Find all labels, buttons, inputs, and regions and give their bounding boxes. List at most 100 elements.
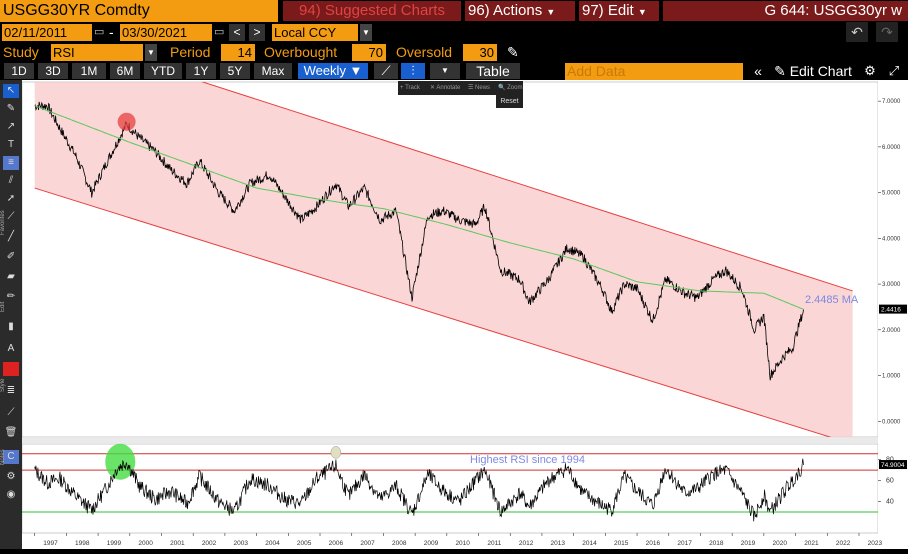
- chevron-down-icon: ▼: [546, 7, 556, 17]
- oversold-label: Oversold: [396, 44, 453, 60]
- date-bar: 02/11/2011 ▭ - 03/30/2021 ▭ < > Local CC…: [0, 22, 908, 42]
- arrow-icon[interactable]: ➚: [6, 193, 16, 204]
- moving-average-line: [34, 105, 804, 310]
- style-section-label: Style: [0, 378, 6, 392]
- overbought-input[interactable]: 70: [352, 44, 386, 61]
- year-tick-label: 1998: [75, 540, 90, 547]
- range-ytd-button[interactable]: YTD: [144, 63, 182, 79]
- chart-area[interactable]: 7.0000 6.0000 5.0000 4.0000 3.0000 2.0000 1.00…: [0, 80, 908, 549]
- font-icon[interactable]: A: [7, 343, 15, 354]
- range-5y-button[interactable]: 5Y: [220, 63, 250, 79]
- text-icon[interactable]: T: [7, 139, 15, 150]
- price-tick-label: 5.0000: [882, 191, 901, 197]
- currency-select[interactable]: Local CCY: [272, 24, 358, 41]
- color-icon[interactable]: [3, 362, 19, 376]
- range-3d-button[interactable]: 3D: [38, 63, 68, 79]
- collapse-icon[interactable]: «: [748, 63, 768, 79]
- settings-icon[interactable]: ⚙: [860, 63, 880, 79]
- range-1m-button[interactable]: 1M: [72, 63, 106, 79]
- study-label: Study: [3, 44, 39, 60]
- delete-icon[interactable]: 🗑: [4, 427, 18, 438]
- cursor-icon[interactable]: ↖: [3, 84, 19, 98]
- chevron-down-icon[interactable]: ▼: [145, 44, 157, 61]
- chevron-down-icon: ▼: [637, 7, 647, 17]
- study-bar: Study RSI ▼ Period 14 Overbought 70 Over…: [0, 42, 908, 62]
- drawing-toolbar: ↖ ✎ ↗ T ≡ ⫽ ➚ ⟋ ╱ ✐ ▰ ✏ ▮ A ≣ ⟋ 🗑 C ⚙ ◉ …: [0, 80, 22, 549]
- frequency-select[interactable]: Weekly ▼: [298, 63, 368, 79]
- rsi-small-circle: [330, 446, 342, 459]
- price-line: [34, 101, 804, 381]
- year-tick-label: 2015: [614, 540, 629, 547]
- edit-section-label: Edit: [0, 301, 6, 312]
- redo-icon[interactable]: ↷: [876, 22, 898, 42]
- actions-label: 96) Actions: [468, 2, 543, 19]
- calendar-icon[interactable]: ▭: [214, 26, 225, 38]
- edit-chart-label: Edit Chart: [789, 63, 852, 79]
- last-rsi-tag: [879, 460, 907, 470]
- edit-menu[interactable]: 97) Edit ▼: [579, 1, 659, 21]
- table-button[interactable]: Table: [466, 63, 520, 79]
- actions-menu[interactable]: 96) Actions ▼: [465, 1, 575, 21]
- channel-icon[interactable]: ⫽: [8, 175, 14, 186]
- y-axis-bg: [878, 80, 908, 549]
- range-1y-button[interactable]: 1Y: [186, 63, 216, 79]
- suggested-charts-button[interactable]: 94) Suggested Charts: [283, 1, 461, 21]
- zoom-tool[interactable]: 🔍 Zoom: [498, 85, 523, 91]
- rsi-tick-label: 60: [886, 478, 894, 485]
- year-tick-label: 2006: [329, 540, 344, 547]
- edit-chart-button[interactable]: ✎ Edit Chart: [770, 63, 856, 79]
- rsi-tick-label: 40: [886, 499, 894, 506]
- start-date-input[interactable]: 02/11/2011: [2, 24, 92, 41]
- chevron-down-icon[interactable]: ▼: [430, 63, 460, 79]
- pencil-icon[interactable]: ✎: [507, 44, 519, 60]
- next-period-button[interactable]: >: [249, 24, 265, 41]
- brush-icon[interactable]: ✏: [6, 291, 16, 302]
- chevron-down-icon[interactable]: ▼: [360, 24, 372, 41]
- wrench-icon: ✎: [774, 63, 786, 79]
- range-max-button[interactable]: Max: [254, 63, 292, 79]
- undo-icon[interactable]: ↶: [846, 22, 868, 42]
- draw-icon[interactable]: ✐: [6, 251, 16, 262]
- range-6m-button[interactable]: 6M: [110, 63, 140, 79]
- news-tool[interactable]: ☰ News: [468, 85, 491, 91]
- prev-period-button[interactable]: <: [229, 24, 245, 41]
- expand-icon[interactable]: ⤢: [884, 63, 904, 79]
- pencil-icon[interactable]: ✎: [6, 103, 16, 114]
- year-tick-label: 2003: [234, 540, 249, 547]
- ticker-field[interactable]: USGG30YR Comdty: [0, 0, 278, 22]
- add-data-input[interactable]: Add Data: [565, 63, 743, 80]
- year-tick-label: 2011: [487, 540, 501, 547]
- bar-chart-icon[interactable]: ⫶: [401, 63, 425, 79]
- annotate-tool[interactable]: ✕ Annotate: [430, 85, 461, 91]
- line-chart-icon[interactable]: ⟋: [374, 63, 398, 79]
- price-tick-label: 0.0000: [882, 419, 901, 425]
- year-tick-label: 2014: [582, 540, 597, 547]
- fib-icon[interactable]: ≡: [3, 156, 19, 170]
- year-tick-label: 1999: [107, 540, 122, 547]
- range-1d-button[interactable]: 1D: [4, 63, 34, 79]
- reset-button[interactable]: Reset: [496, 95, 523, 108]
- line-icon[interactable]: ╱: [7, 231, 15, 242]
- marker-icon[interactable]: ▰: [7, 271, 15, 282]
- thickness-icon[interactable]: ≣: [6, 385, 16, 396]
- year-tick-label: 2016: [646, 540, 661, 547]
- notes-icon[interactable]: C: [3, 450, 19, 464]
- settings-icon[interactable]: ⚙: [6, 471, 16, 482]
- year-tick-label: 2012: [519, 540, 534, 547]
- chart-svg[interactable]: 7.0000 6.0000 5.0000 4.0000 3.0000 2.0000 1.00…: [0, 80, 908, 549]
- trend-icon[interactable]: ↗: [6, 121, 16, 132]
- year-tick-label: 2008: [392, 540, 407, 547]
- date-separator: -: [109, 24, 114, 40]
- year-tick-label: 2020: [772, 540, 787, 547]
- study-select[interactable]: RSI: [51, 44, 143, 61]
- line-style-icon[interactable]: ⟋: [7, 407, 15, 418]
- eraser-icon[interactable]: ▮: [8, 321, 14, 332]
- calendar-icon[interactable]: ▭: [94, 26, 105, 38]
- oversold-input[interactable]: 30: [463, 44, 497, 61]
- period-input[interactable]: 14: [221, 44, 255, 61]
- ruler-icon[interactable]: ⟋: [7, 211, 15, 222]
- end-date-input[interactable]: 03/30/2021: [120, 24, 212, 41]
- year-tick-label: 2005: [297, 540, 312, 547]
- track-tool[interactable]: + Track: [400, 85, 420, 91]
- globe-icon[interactable]: ◉: [6, 489, 16, 500]
